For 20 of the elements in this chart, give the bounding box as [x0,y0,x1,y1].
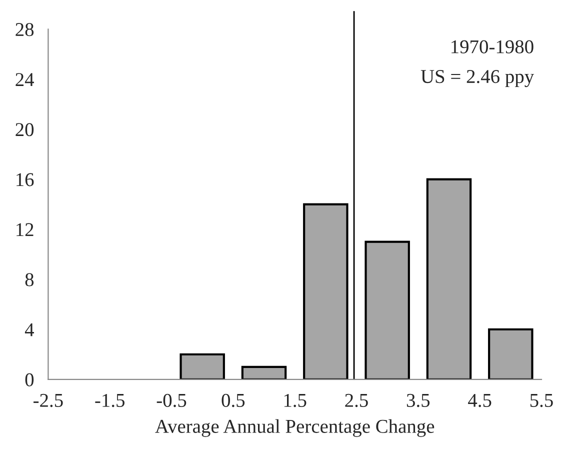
x-tick-label: 1.5 [284,394,306,408]
x-tick-label: 0.5 [222,394,245,408]
y-tick-label: 0 [25,373,34,386]
annotation: US = 2.46 ppy [420,70,534,88]
y-tick-label: 16 [16,173,34,186]
x-tick-label: 4.5 [468,394,492,408]
y-tick-label: 20 [16,123,34,136]
x-tick-label: -0.5 [156,394,186,408]
y-tick-label: 28 [16,23,34,36]
x-axis-title: Average Annual Percentage Change [155,419,434,437]
annotation: 1970-1980 [452,40,534,54]
y-tick-label: 12 [16,223,34,236]
y-tick-label: 4 [24,323,34,336]
x-tick-label: 3.5 [406,394,430,408]
y-tick-label: 8 [25,273,34,286]
x-tick-label: -2.5 [34,394,63,408]
x-tick-label: -1.5 [95,394,124,408]
y-tick-label: 24 [16,73,34,86]
x-tick-label: 2.5 [345,394,368,408]
x-tick-label: 5.5 [530,394,553,408]
